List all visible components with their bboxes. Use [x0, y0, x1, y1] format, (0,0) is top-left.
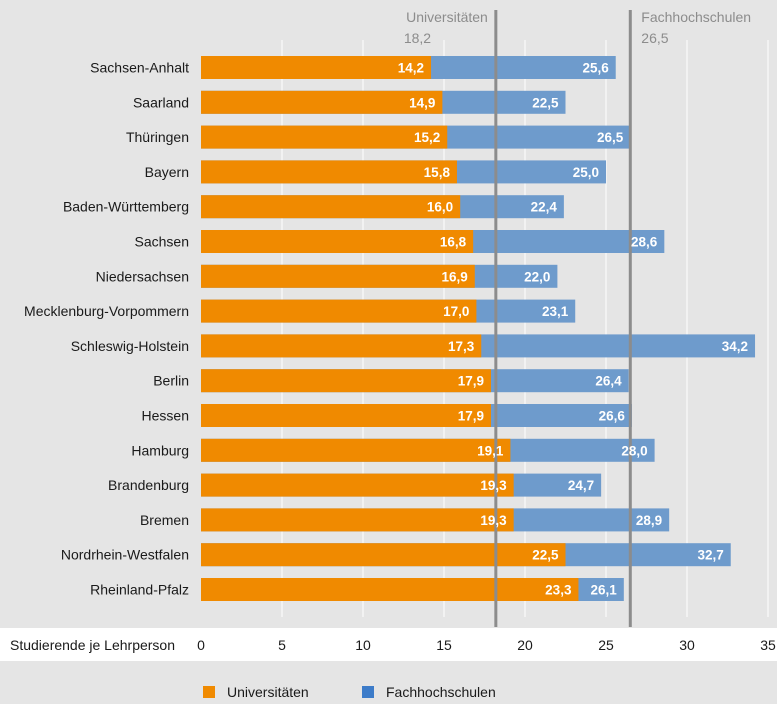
- category-label: Sachsen: [135, 234, 189, 250]
- x-tick-label: 10: [355, 637, 371, 653]
- category-label: Bremen: [140, 512, 189, 528]
- reference-line-name: Universitäten: [406, 9, 488, 25]
- bar-universitaeten: [201, 299, 477, 323]
- bar-universitaeten: [201, 195, 461, 219]
- category-label: Schleswig-Holstein: [71, 338, 189, 354]
- data-label-universitaeten: 14,9: [409, 95, 435, 110]
- x-axis-title: Studierende je Lehrperson: [10, 637, 175, 653]
- labels: Sachsen-Anhalt 14,2 25,6 Saarland 14,9 22,5 Th…: [24, 60, 748, 598]
- data-label-universitaeten: 17,0: [443, 304, 469, 319]
- category-label: Bayern: [145, 164, 189, 180]
- data-label-fachhochschulen: 34,2: [722, 339, 748, 354]
- category-label: Brandenburg: [108, 477, 189, 493]
- category-label: Mecklenburg-Vorpommern: [24, 303, 189, 319]
- bar-universitaeten: [201, 438, 511, 462]
- bar-universitaeten: [201, 334, 482, 358]
- data-label-universitaeten: 16,0: [427, 200, 453, 215]
- data-label-fachhochschulen: 24,7: [568, 478, 594, 493]
- bar-universitaeten: [201, 160, 457, 184]
- bar-universitaeten: [201, 264, 475, 288]
- x-tick-label: 35: [760, 637, 776, 653]
- data-label-fachhochschulen: 22,0: [524, 269, 550, 284]
- data-label-universitaeten: 17,9: [458, 374, 484, 389]
- x-tick-label: 20: [517, 637, 533, 653]
- data-label-universitaeten: 17,9: [458, 409, 484, 424]
- data-label-universitaeten: 15,2: [414, 130, 440, 145]
- category-label: Hessen: [142, 408, 189, 424]
- category-label: Rheinland-Pfalz: [90, 582, 189, 598]
- x-tick-label: 15: [436, 637, 452, 653]
- bar-universitaeten: [201, 90, 443, 114]
- legend: Universitäten Fachhochschulen: [203, 684, 496, 700]
- bar-universitaeten: [201, 369, 491, 393]
- data-label-fachhochschulen: 25,6: [582, 61, 609, 76]
- category-label: Thüringen: [126, 129, 189, 145]
- x-axis: Studierende je Lehrperson 0 5 10 15 20 25 30 35: [0, 628, 777, 661]
- data-label-universitaeten: 17,3: [448, 339, 475, 354]
- data-label-fachhochschulen: 22,5: [532, 95, 559, 110]
- category-label: Saarland: [133, 94, 189, 110]
- data-label-universitaeten: 19,3: [480, 478, 507, 493]
- legend-label-fachhochschulen: Fachhochschulen: [386, 684, 496, 700]
- data-label-fachhochschulen: 28,9: [636, 513, 662, 528]
- bar-universitaeten: [201, 578, 579, 601]
- data-label-fachhochschulen: 28,6: [631, 235, 658, 250]
- axis-band: [0, 628, 777, 661]
- reference-line-value: 26,5: [641, 30, 668, 46]
- data-label-universitaeten: 19,3: [480, 513, 507, 528]
- x-tick-label: 30: [679, 637, 695, 653]
- data-label-universitaeten: 14,2: [398, 61, 424, 76]
- x-tick-label: 0: [197, 637, 205, 653]
- category-label: Baden-Württemberg: [63, 199, 189, 215]
- bar-universitaeten: [201, 543, 566, 567]
- data-label-fachhochschulen: 25,0: [573, 165, 599, 180]
- data-label-universitaeten: 16,8: [440, 235, 467, 250]
- bar-universitaeten: [201, 473, 514, 497]
- category-label: Hamburg: [131, 442, 189, 458]
- data-label-fachhochschulen: 26,4: [595, 374, 622, 389]
- category-label: Niedersachsen: [96, 268, 189, 284]
- data-label-fachhochschulen: 26,1: [591, 583, 618, 598]
- x-tick-label: 25: [598, 637, 614, 653]
- reference-line-value: 18,2: [404, 30, 431, 46]
- bar-universitaeten: [201, 508, 514, 532]
- category-label: Nordrhein-Westfalen: [61, 547, 189, 563]
- bar-universitaeten: [201, 404, 491, 427]
- bar-universitaeten: [201, 230, 474, 253]
- data-label-universitaeten: 19,1: [477, 443, 504, 458]
- data-label-fachhochschulen: 26,6: [599, 409, 626, 424]
- category-label: Berlin: [153, 373, 189, 389]
- legend-label-universitaeten: Universitäten: [227, 684, 309, 700]
- bar-universitaeten: [201, 56, 432, 79]
- bars: [201, 56, 756, 601]
- data-label-universitaeten: 16,9: [441, 269, 467, 284]
- data-label-fachhochschulen: 32,7: [697, 548, 723, 563]
- legend-swatch-fachhochschulen: [362, 686, 374, 698]
- x-tick-label: 5: [278, 637, 286, 653]
- data-label-universitaeten: 23,3: [545, 583, 572, 598]
- legend-swatch-universitaeten: [203, 686, 215, 698]
- data-label-universitaeten: 15,8: [424, 165, 451, 180]
- data-label-fachhochschulen: 28,0: [621, 443, 647, 458]
- reference-line-name: Fachhochschulen: [641, 9, 751, 25]
- category-label: Sachsen-Anhalt: [90, 60, 189, 76]
- data-label-fachhochschulen: 26,5: [597, 130, 624, 145]
- data-label-universitaeten: 22,5: [532, 548, 559, 563]
- reference-lines: Universitäten 18,2 Fachhochschulen 26,5: [404, 9, 751, 627]
- data-label-fachhochschulen: 23,1: [542, 304, 569, 319]
- bar-universitaeten: [201, 125, 448, 149]
- data-label-fachhochschulen: 22,4: [531, 200, 558, 215]
